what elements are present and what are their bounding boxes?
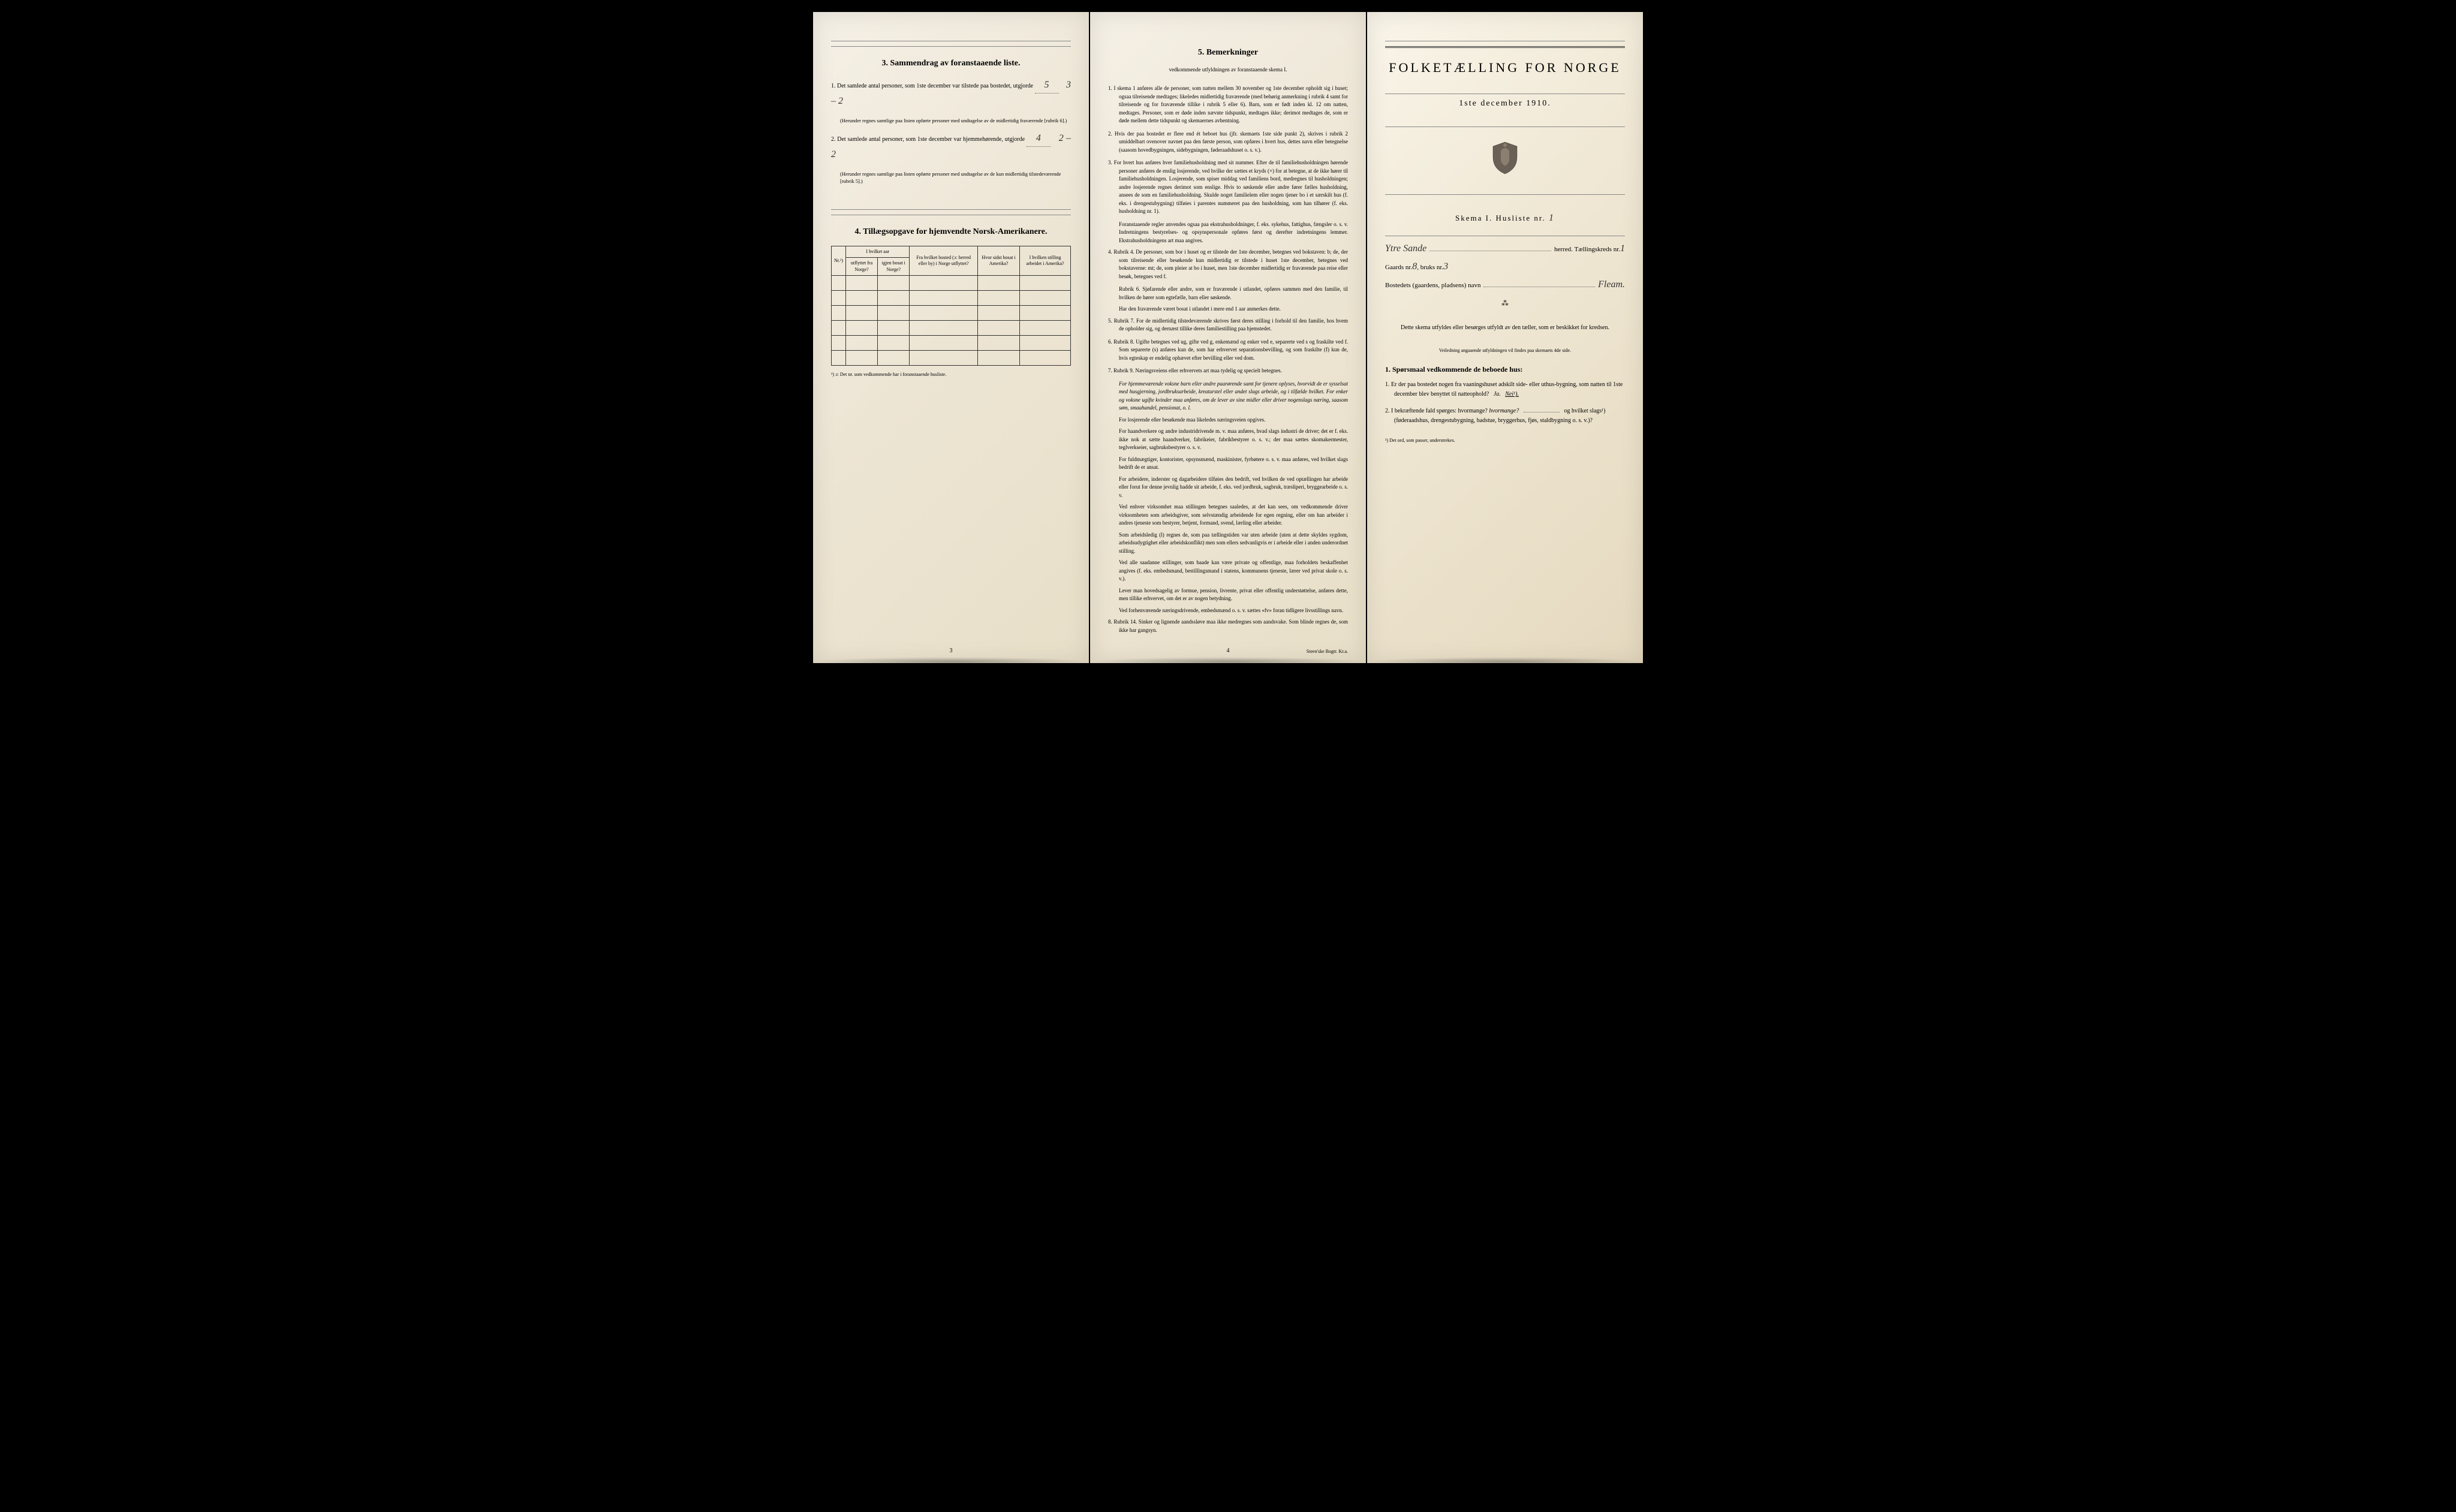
rubrik-7g: Ved enhver virksomhet maa stillingen bet… xyxy=(1108,503,1348,528)
rubrik-7d: For haandverkere og andre industridriven… xyxy=(1108,427,1348,452)
emigrant-table: Nr.¹) I hvilket aar Fra hvilket bosted (… xyxy=(831,246,1071,366)
section-5-subtitle: vedkommende utfyldningen av foranstaaend… xyxy=(1108,67,1348,73)
section-4-title: 4. Tillægsopgave for hjemvendte Norsk-Am… xyxy=(831,227,1071,237)
rubrik-7i: Ved alle saadanne stillinger, som baade … xyxy=(1108,559,1348,583)
q1-ja: Ja. xyxy=(1494,391,1501,397)
veiledning-text: Veiledning angaaende utfyldningen vil fi… xyxy=(1385,348,1625,353)
th-from: Fra hvilket bosted (ɔ: herred eller by) … xyxy=(910,246,978,276)
item-1-note: (Herunder regnes samtlige paa listen opf… xyxy=(840,118,1071,125)
item-2-value: 4 xyxy=(1027,131,1051,147)
table-row xyxy=(832,306,1071,321)
rubrik-7j: Lever man hovedsagelig av formue, pensio… xyxy=(1108,587,1348,603)
herred-value: Ytre Sande xyxy=(1385,243,1426,254)
printer-credit: Steen'ske Bogtr. Kr.a. xyxy=(1307,649,1348,654)
page-3: 3. Sammendrag av foranstaaende liste. 1.… xyxy=(813,12,1089,663)
rubrik-4b: Rubrik 6. Sjøfarende eller andre, som er… xyxy=(1108,285,1348,302)
rubrik-7: 7. Rubrik 9. Næringsveiens eller erhverv… xyxy=(1108,367,1348,375)
gaard-line: Gaards nr. 8 , bruks nr. 3 xyxy=(1385,261,1625,272)
rubrik-6: 6. Rubrik 8. Ugifte betegnes ved ug, gif… xyxy=(1108,338,1348,363)
rubrik-7c: For losjerende eller besøkende maa likel… xyxy=(1108,416,1348,424)
table-row xyxy=(832,336,1071,351)
th-year: I hvilket aar xyxy=(846,246,910,258)
page-number-3: 3 xyxy=(950,647,953,654)
rubrik-4: 4. Rubrik 4. De personer, som bor i huse… xyxy=(1108,248,1348,281)
bruks-value: 3 xyxy=(1443,261,1448,272)
th-where: Hvor sidst bosat i Amerika? xyxy=(977,246,1019,276)
section-5-title: 5. Bemerkninger xyxy=(1108,48,1348,58)
bosted-line: Bostedets (gaardens, pladsens) navn Flea… xyxy=(1385,279,1625,290)
tkreds-value: 1 xyxy=(1620,243,1625,254)
table-row xyxy=(832,321,1071,336)
rubrik-3: 3. For hvert hus anføres hver familiehus… xyxy=(1108,159,1348,216)
bosted-value: Fleam. xyxy=(1598,279,1625,290)
rubrik-3b: Foranstaaende regler anvendes ogsaa paa … xyxy=(1108,221,1348,245)
skema-line: Skema I. Husliste nr. 1 xyxy=(1385,213,1625,224)
page-number-4: 4 xyxy=(1227,647,1230,654)
item-1-value: 5 xyxy=(1035,77,1059,94)
question-1: 1. Er der paa bostedet nogen fra vaaning… xyxy=(1385,380,1625,399)
item-2-note: (Herunder regnes samtlige paa listen opf… xyxy=(840,171,1071,185)
rubrik-2: 2. Hvis der paa bostedet er flere end ét… xyxy=(1108,130,1348,155)
rubrik-8: 8. Rubrik 14. Sinker og lignende aandssl… xyxy=(1108,618,1348,634)
rubrik-7k: Ved forhenværende næringsdrivende, embed… xyxy=(1108,607,1348,615)
instructions-text: Dette skema utfyldes eller besørges utfy… xyxy=(1385,323,1625,333)
rubrik-5: 5. Rubrik 7. For de midlertidig tilstede… xyxy=(1108,317,1348,333)
page-1-cover: FOLKETÆLLING FOR NORGE 1ste december 191… xyxy=(1367,12,1643,663)
gaard-value: 8 xyxy=(1412,261,1417,272)
th-emigrated: utflyttet fra Norge? xyxy=(846,258,878,276)
table-footnote: ¹) ɔ: Det nr. som vedkommende har i fora… xyxy=(831,372,1071,377)
decoration-icon: ⁂ xyxy=(1385,299,1625,308)
question-2: 2. I bekræftende fald spørges: hvormange… xyxy=(1385,406,1625,426)
coat-of-arms-icon xyxy=(1385,139,1625,182)
rubrik-7e: For fuldmægtiger, kontorister, opsynsmæn… xyxy=(1108,456,1348,472)
rubrik-7h: Som arbeidsledig (l) regnes de, som paa … xyxy=(1108,531,1348,556)
husliste-nr: 1 xyxy=(1549,213,1555,223)
th-returned: igjen bosat i Norge? xyxy=(877,258,909,276)
table-row xyxy=(832,276,1071,291)
item-1: 1. Det samlede antal personer, som 1ste … xyxy=(831,77,1071,109)
page-4: 5. Bemerkninger vedkommende utfyldningen… xyxy=(1090,12,1366,663)
rubrik-7b: For hjemmeværende voksne barn eller andr… xyxy=(1108,380,1348,412)
rubrik-7f: For arbeidere, inderster og dagarbeidere… xyxy=(1108,475,1348,500)
th-position: I hvilken stilling arbeidet i Amerika? xyxy=(1020,246,1071,276)
census-date: 1ste december 1910. xyxy=(1385,99,1625,109)
th-nr: Nr.¹) xyxy=(832,246,846,276)
item-2: 2. Det samlede antal personer, som 1ste … xyxy=(831,131,1071,162)
question-heading: 1. Spørsmaal vedkommende de beboede hus: xyxy=(1385,365,1625,374)
rubrik-4c: Har den fraværende været bosat i utlande… xyxy=(1108,305,1348,314)
cover-footnote: ¹) Det ord, som passer, understrekes. xyxy=(1385,438,1625,443)
q1-nei: Nei¹). xyxy=(1505,391,1519,397)
section-3-title: 3. Sammendrag av foranstaaende liste. xyxy=(831,59,1071,68)
table-row xyxy=(832,291,1071,306)
herred-line: Ytre Sande herred. Tællingskreds nr. 1 xyxy=(1385,243,1625,254)
table-row xyxy=(832,351,1071,366)
rubrik-1: 1. I skema 1 anføres alle de personer, s… xyxy=(1108,85,1348,125)
main-title: FOLKETÆLLING FOR NORGE xyxy=(1385,60,1625,76)
census-document: 3. Sammendrag av foranstaaende liste. 1.… xyxy=(813,12,1643,663)
